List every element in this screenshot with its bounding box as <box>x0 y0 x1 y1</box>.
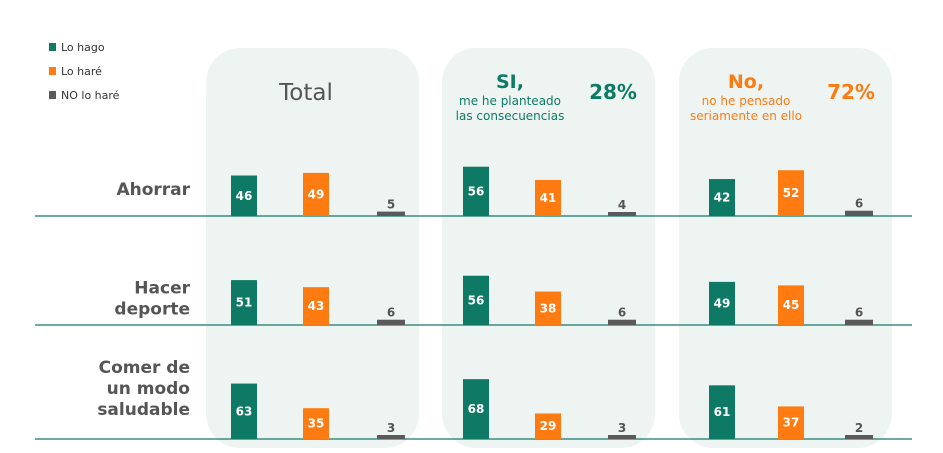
row-label-2-2: deporte <box>114 300 190 320</box>
data-label-row3-group3-series3: 2 <box>855 421 863 435</box>
bar-row2-group1-series2 <box>303 287 329 325</box>
bar-row1-group3-series3 <box>845 210 873 216</box>
bar-row2-group3-series1 <box>709 281 735 325</box>
bar-row2-group1-series1 <box>231 280 257 325</box>
panel-title-si: SI, <box>496 71 524 93</box>
panel-subtitle-si-2: las consecuencias <box>456 109 565 123</box>
bar-row1-group2-series3 <box>608 212 636 216</box>
row-label-3-1: Comer de <box>99 358 190 378</box>
data-label-row3-group2-series1: 68 <box>468 402 485 416</box>
data-label-row3-group2-series2: 29 <box>540 419 557 433</box>
bar-row2-group2-series2 <box>535 291 561 325</box>
bar-row1-group1-series2 <box>303 172 329 216</box>
data-label-row1-group3-series1: 42 <box>714 191 731 205</box>
panel-percent-no: 72% <box>827 80 875 104</box>
data-label-row3-group3-series2: 37 <box>783 416 800 430</box>
bar-row1-group1-series1 <box>231 175 257 216</box>
legend-label-2: Lo haré <box>61 65 102 78</box>
bar-row2-group3-series3 <box>845 319 873 325</box>
data-label-row2-group1-series2: 43 <box>308 299 325 313</box>
bar-row3-group1-series3 <box>377 435 405 439</box>
data-label-row1-group2-series1: 56 <box>468 184 485 198</box>
data-label-row2-group1-series3: 6 <box>387 306 395 320</box>
bar-row1-group1-series3 <box>377 211 405 216</box>
data-label-row2-group3-series2: 45 <box>783 298 800 312</box>
bar-row3-group3-series3 <box>845 435 873 439</box>
data-label-row3-group1-series2: 35 <box>308 417 325 431</box>
bar-row1-group2-series2 <box>535 179 561 216</box>
row-label-2-1: Hacer <box>134 279 190 299</box>
row-label-3-3: saludable <box>97 400 190 420</box>
data-label-row1-group3-series2: 52 <box>783 186 800 200</box>
panel-title-total: Total <box>278 80 333 106</box>
panel-percent-si: 28% <box>589 80 637 104</box>
row-label-3-2: un modo <box>107 379 190 399</box>
bar-row1-group2-series1 <box>463 166 489 216</box>
bar-row1-group3-series2 <box>778 170 804 216</box>
panel-background-1 <box>206 48 419 448</box>
legend-label-1: Lo hago <box>61 41 105 54</box>
legend-swatch-3 <box>49 91 56 99</box>
legend-label-3: NO lo haré <box>61 89 120 102</box>
bar-row3-group3-series1 <box>709 385 735 439</box>
bar-row1-group3-series1 <box>709 179 735 216</box>
panel-subtitle-no-1: no he pensado <box>702 94 791 108</box>
bar-row3-group1-series2 <box>303 408 329 439</box>
data-label-row2-group2-series2: 38 <box>540 301 557 315</box>
panel-title-no: No, <box>728 71 764 93</box>
panel-subtitle-no-2: seriamente en ello <box>690 109 802 123</box>
bar-row3-group2-series1 <box>463 379 489 439</box>
panel-background-2 <box>442 48 655 448</box>
data-label-row1-group2-series2: 41 <box>540 191 557 205</box>
bar-row3-group1-series1 <box>231 383 257 439</box>
data-label-row2-group3-series3: 6 <box>855 306 863 320</box>
bar-row3-group2-series2 <box>535 413 561 439</box>
bar-row3-group2-series3 <box>608 435 636 439</box>
data-label-row1-group3-series3: 6 <box>855 197 863 211</box>
bar-row2-group3-series2 <box>778 285 804 325</box>
legend-swatch-2 <box>49 67 56 75</box>
bar-row2-group1-series3 <box>377 319 405 325</box>
data-label-row2-group3-series1: 49 <box>714 296 731 310</box>
data-label-row1-group2-series3: 4 <box>618 198 626 212</box>
data-label-row3-group1-series3: 3 <box>387 421 395 435</box>
bar-row3-group3-series2 <box>778 406 804 439</box>
data-label-row1-group1-series3: 5 <box>387 198 395 212</box>
panel-subtitle-si-1: me he planteado <box>459 94 561 108</box>
data-label-row3-group2-series3: 3 <box>618 421 626 435</box>
data-label-row2-group2-series1: 56 <box>468 293 485 307</box>
data-label-row3-group3-series1: 61 <box>714 405 731 419</box>
bar-row2-group2-series3 <box>608 319 636 325</box>
data-label-row1-group1-series2: 49 <box>308 187 325 201</box>
legend-swatch-1 <box>49 43 56 51</box>
data-label-row2-group2-series3: 6 <box>618 306 626 320</box>
row-label-1-1: Ahorrar <box>116 180 190 200</box>
data-label-row3-group1-series1: 63 <box>236 404 253 418</box>
data-label-row2-group1-series1: 51 <box>236 296 253 310</box>
bar-row2-group2-series1 <box>463 275 489 325</box>
data-label-row1-group1-series1: 46 <box>236 189 253 203</box>
panel-background-3 <box>679 48 892 448</box>
